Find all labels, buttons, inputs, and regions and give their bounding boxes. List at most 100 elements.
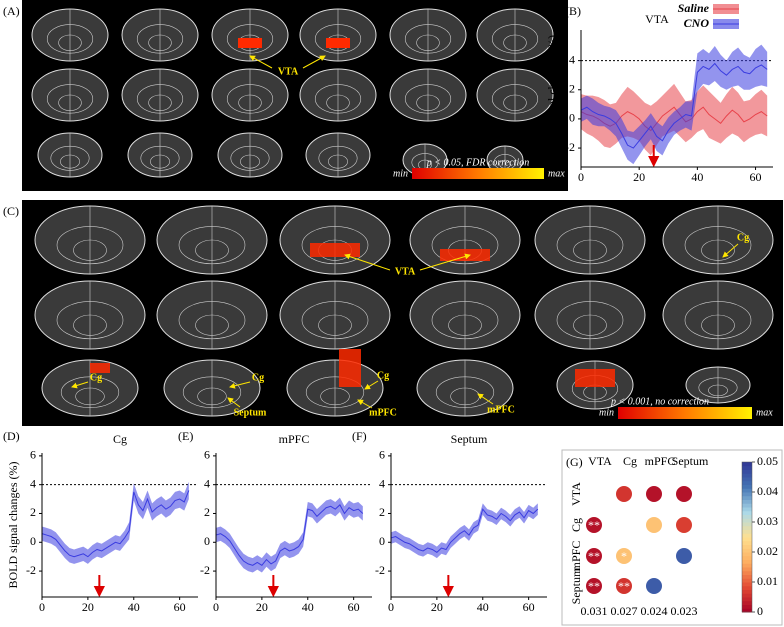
significance: ** bbox=[588, 518, 600, 532]
panel-label: (B) bbox=[565, 4, 581, 18]
colorbar-step bbox=[742, 484, 752, 489]
arrow bbox=[249, 55, 273, 69]
series-line bbox=[390, 508, 539, 553]
significance: ** bbox=[588, 579, 600, 593]
colorbar-step bbox=[742, 544, 752, 549]
colorbar-tick-label: 0 bbox=[757, 604, 763, 618]
arrow bbox=[229, 381, 251, 389]
significance: ** bbox=[618, 579, 630, 593]
x-tick-label: 20 bbox=[633, 170, 645, 184]
arrow bbox=[722, 243, 739, 258]
colorbar-tick-label: 0.05 bbox=[757, 454, 778, 468]
annotation: Cg bbox=[90, 372, 102, 383]
arrow bbox=[344, 253, 391, 271]
matrix-cell bbox=[646, 517, 662, 533]
chart-title: mPFC bbox=[279, 432, 310, 446]
activation bbox=[339, 349, 361, 387]
matrix-cell bbox=[646, 578, 662, 594]
arrow bbox=[419, 253, 471, 271]
error-band bbox=[581, 44, 768, 165]
legend-label: Saline bbox=[678, 1, 710, 15]
colorbar-step bbox=[742, 548, 752, 553]
colorbar-step bbox=[742, 518, 752, 523]
annotation: Cg bbox=[737, 232, 749, 243]
panel-g-frame bbox=[561, 449, 783, 626]
chart-title: Septum bbox=[451, 432, 488, 446]
stimulus-arrow bbox=[93, 575, 105, 598]
colorbar-step bbox=[742, 585, 752, 590]
error-band bbox=[42, 481, 189, 564]
annotation: mPFC bbox=[369, 407, 397, 418]
row-label: mPFC bbox=[569, 541, 583, 572]
x-tick-label: 40 bbox=[302, 600, 314, 614]
y-tick-label: 4 bbox=[204, 476, 210, 490]
matrix-cell bbox=[586, 517, 602, 533]
annotation: mPFC bbox=[487, 404, 515, 415]
x-tick-label: 60 bbox=[750, 170, 762, 184]
panel-label: (E) bbox=[178, 429, 193, 443]
colorbar-title: p < 0.05, FDR correction bbox=[426, 157, 529, 168]
colorbar-step bbox=[742, 533, 752, 538]
error-band bbox=[216, 497, 363, 573]
y-tick-label: -2 bbox=[565, 140, 575, 154]
column-value: 0.024 bbox=[641, 604, 668, 618]
colorbar-step bbox=[742, 473, 752, 478]
colorbar-step bbox=[742, 465, 752, 470]
arrow bbox=[302, 55, 326, 69]
y-tick-label: -2 bbox=[200, 563, 210, 577]
column-value: 0.031 bbox=[581, 604, 608, 618]
significance: * bbox=[621, 549, 627, 563]
colorbar-step bbox=[742, 462, 752, 467]
colorbar-step bbox=[742, 593, 752, 598]
y-tick-label: 2 bbox=[204, 505, 210, 519]
matrix-cell bbox=[586, 548, 602, 564]
colorbar bbox=[618, 407, 752, 419]
colorbar-step bbox=[742, 559, 752, 564]
y-tick-label: 4 bbox=[379, 476, 385, 490]
y-tick-label: 6 bbox=[204, 448, 210, 462]
y-tick-label: 0 bbox=[379, 534, 385, 548]
x-tick-label: 60 bbox=[523, 600, 535, 614]
colorbar-title: p < 0.001, no correction bbox=[610, 396, 709, 407]
stimulus-arrow bbox=[648, 145, 660, 168]
colorbar-step bbox=[742, 555, 752, 560]
arrow bbox=[364, 380, 379, 390]
x-tick-label: 0 bbox=[388, 600, 394, 614]
row-label: Cg bbox=[569, 518, 583, 532]
arrow bbox=[71, 381, 89, 389]
arrow bbox=[357, 399, 373, 409]
colorbar-step bbox=[742, 514, 752, 519]
panel-label: (C) bbox=[3, 204, 19, 218]
colorbar-step bbox=[742, 499, 752, 504]
colorbar-step bbox=[742, 574, 752, 579]
colorbar-step bbox=[742, 604, 752, 609]
colorbar-frame bbox=[741, 461, 753, 613]
significance: ** bbox=[588, 549, 600, 563]
colorbar-step bbox=[742, 488, 752, 493]
chart-title: VTA bbox=[645, 12, 669, 26]
colorbar-step bbox=[742, 492, 752, 497]
annotation: VTA bbox=[278, 66, 299, 77]
matrix-cell bbox=[586, 578, 602, 594]
annotation: Cg bbox=[377, 370, 389, 381]
x-tick-label: 0 bbox=[578, 170, 584, 184]
panel-label: (A) bbox=[3, 4, 20, 18]
colorbar-step bbox=[742, 608, 752, 613]
colorbar-step bbox=[742, 503, 752, 508]
colorbar-max: max bbox=[756, 407, 773, 418]
panel-label: (F) bbox=[352, 429, 367, 443]
y-tick-label: 0 bbox=[569, 111, 575, 125]
colorbar-step bbox=[742, 567, 752, 572]
activation bbox=[238, 38, 262, 48]
colorbar-step bbox=[742, 563, 752, 568]
colorbar-step bbox=[742, 578, 752, 583]
x-tick-label: 0 bbox=[39, 600, 45, 614]
y-tick-label: 4 bbox=[569, 52, 575, 66]
colorbar-tick-label: 0.01 bbox=[757, 574, 778, 588]
y-tick-label: 0 bbox=[204, 534, 210, 548]
row-label: Septum bbox=[569, 567, 583, 604]
x-tick-label: 60 bbox=[348, 600, 360, 614]
colorbar-step bbox=[742, 589, 752, 594]
stimulus-arrow bbox=[442, 575, 454, 598]
